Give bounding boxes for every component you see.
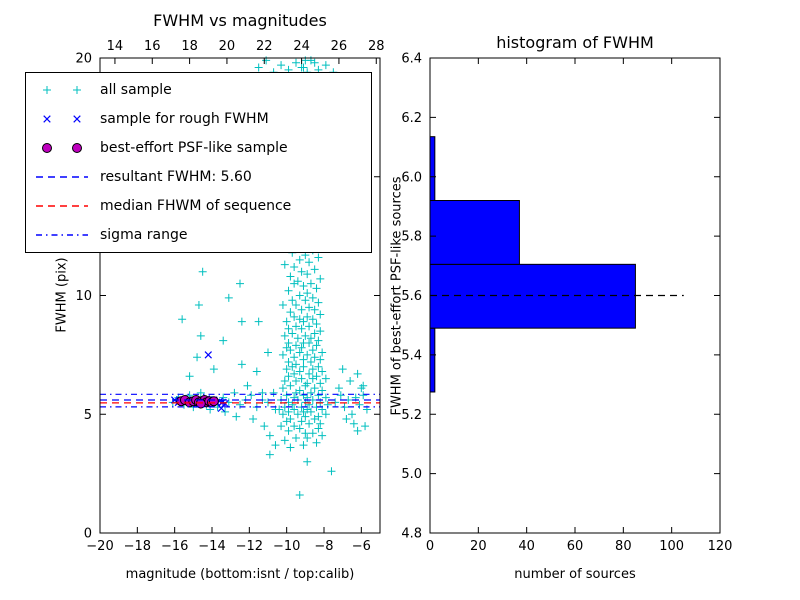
svg-text:40: 40 [518,539,535,554]
svg-text:18: 18 [181,39,198,54]
svg-text:100: 100 [659,539,684,554]
svg-text:60: 60 [567,539,584,554]
legend-entry-median-fwhm: median FHWM of sequence [26,192,371,221]
legend-label: all sample [100,82,172,98]
svg-text:20: 20 [75,52,92,67]
blue-x-marker-icon [43,115,81,123]
red-dashed-line-icon [36,205,88,207]
svg-text:4.8: 4.8 [401,527,422,542]
svg-text:5.6: 5.6 [401,289,422,304]
legend-label: best-effort PSF-like sample [100,140,288,156]
svg-text:−8: −8 [314,539,333,554]
legend-entry-resultant-fwhm: resultant FWHM: 5.60 [26,163,371,192]
left-plot-xlabel: magnitude (bottom:isnt / top:calib) [125,567,355,582]
legend-entry-all-sample: all sample [26,76,371,105]
svg-text:28: 28 [368,39,385,54]
svg-text:20: 20 [219,39,236,54]
svg-text:−18: −18 [124,539,151,554]
svg-text:26: 26 [331,39,348,54]
svg-text:−16: −16 [161,539,188,554]
svg-text:6.2: 6.2 [401,111,422,126]
svg-text:−14: −14 [198,539,225,554]
svg-text:−6: −6 [352,539,371,554]
svg-text:−12: −12 [236,539,263,554]
svg-text:20: 20 [470,539,487,554]
svg-text:5.2: 5.2 [401,408,422,423]
legend-label: sample for rough FWHM [100,111,269,127]
right-plot-xlabel: number of sources [514,567,636,582]
magenta-circle-marker-icon [42,143,82,153]
svg-text:120: 120 [708,539,733,554]
svg-text:6.4: 6.4 [401,52,422,67]
svg-text:6.0: 6.0 [401,170,422,185]
svg-text:80: 80 [615,539,632,554]
axes-ticks-and-frames: −20 −18 −16 −14 −12 −10 −8 −6 14 16 18 20 22 24 26 28 0 5… [75,39,732,554]
svg-text:5.0: 5.0 [401,467,422,482]
svg-text:5.4: 5.4 [401,348,422,363]
cyan-plus-marker-icon [43,86,81,94]
left-plot-ylabel: FWHM (pix) [54,257,70,333]
svg-text:5.8: 5.8 [401,230,422,245]
legend: all sample sample for rough FWHM best-ef… [25,72,372,253]
blue-dashdot-line-icon [36,234,88,236]
legend-label: sigma range [100,227,188,243]
legend-entry-rough-fwhm-sample: sample for rough FWHM [26,105,371,134]
legend-label: median FHWM of sequence [100,198,292,214]
right-plot-title: histogram of FWHM [496,33,654,52]
svg-text:10: 10 [75,289,92,304]
svg-text:22: 22 [256,39,273,54]
blue-dashed-line-icon [36,176,88,178]
svg-text:5: 5 [84,408,92,423]
histogram-plot-area [429,136,684,393]
legend-entry-psf-like-sample: best-effort PSF-like sample [26,134,371,163]
svg-text:16: 16 [144,39,161,54]
left-plot-title: FWHM vs magnitudes [153,11,327,30]
right-plot-ylabel: FWHM of best-effort PSF-like sources [389,176,405,416]
legend-label: resultant FWHM: 5.60 [100,169,252,185]
svg-text:0: 0 [84,527,92,542]
svg-text:−10: −10 [273,539,300,554]
svg-text:−20: −20 [86,539,113,554]
svg-text:14: 14 [107,39,124,54]
svg-text:24: 24 [293,39,310,54]
legend-entry-sigma-range: sigma range [26,221,371,250]
svg-text:0: 0 [426,539,434,554]
